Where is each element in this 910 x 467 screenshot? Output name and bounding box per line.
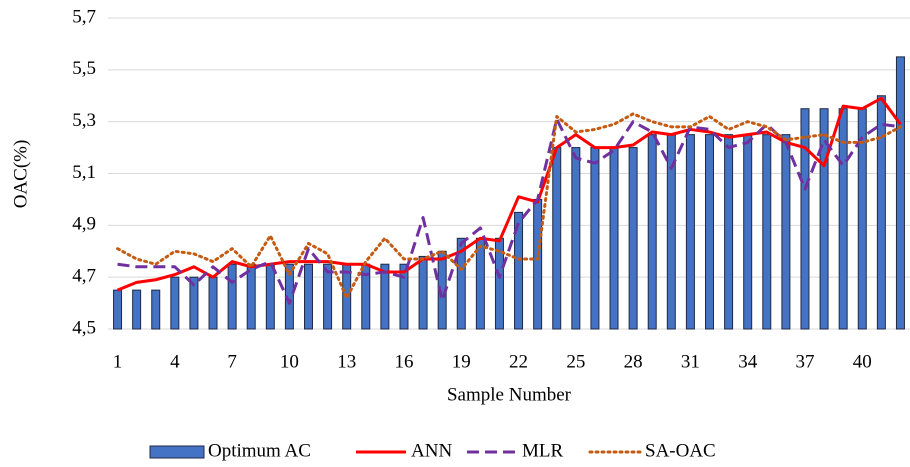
x-tick-label: 1 xyxy=(113,351,123,372)
x-tick-label: 13 xyxy=(337,351,356,372)
bar xyxy=(246,263,256,330)
x-tick-label: 34 xyxy=(738,351,758,372)
y-tick-label: 5,1 xyxy=(72,162,96,183)
y-tick-label: 4,5 xyxy=(72,317,96,338)
x-axis-title: Sample Number xyxy=(447,384,572,405)
x-tick-label: 28 xyxy=(624,351,643,372)
bar xyxy=(819,108,829,330)
y-tick-label: 5,5 xyxy=(72,58,96,79)
bar xyxy=(552,147,562,330)
bar xyxy=(132,289,142,330)
x-tick-label: 7 xyxy=(227,351,237,372)
bar xyxy=(208,276,218,330)
bar xyxy=(762,134,772,330)
bar xyxy=(227,263,237,330)
x-tick-label: 4 xyxy=(170,351,180,372)
y-tick-label: 4,7 xyxy=(72,266,96,287)
bar xyxy=(533,198,543,330)
bar xyxy=(590,147,600,330)
line-solid xyxy=(116,96,902,292)
x-tick-label: 19 xyxy=(452,351,471,372)
bar xyxy=(609,147,619,330)
bar xyxy=(170,276,180,330)
bar xyxy=(380,263,390,330)
bar xyxy=(418,255,428,330)
x-tick-label: 16 xyxy=(394,351,413,372)
x-tick-label: 25 xyxy=(566,351,585,372)
bar xyxy=(895,56,905,330)
bar xyxy=(628,147,638,330)
bar xyxy=(265,263,275,330)
bar xyxy=(456,237,466,330)
legend-label: Optimum AC xyxy=(208,440,311,461)
bar xyxy=(647,134,657,330)
x-tick-label: 10 xyxy=(280,351,299,372)
legend-label: SA-OAC xyxy=(645,440,716,461)
bar xyxy=(399,263,409,330)
y-axis-title: OAC(%) xyxy=(10,140,31,209)
bar xyxy=(724,134,734,330)
bar xyxy=(304,263,313,330)
bar xyxy=(743,134,753,330)
bar xyxy=(705,134,714,330)
bar xyxy=(189,276,199,330)
x-tick-label: 37 xyxy=(795,351,814,372)
bar xyxy=(685,134,695,330)
x-tick-label: 31 xyxy=(681,351,700,372)
bar xyxy=(113,289,123,330)
legend-label: ANN xyxy=(411,440,452,461)
bar xyxy=(151,289,161,330)
y-tick-label: 5,3 xyxy=(72,110,96,131)
y-tick-label: 5,7 xyxy=(72,6,96,27)
bar xyxy=(475,237,485,330)
bar xyxy=(781,134,791,330)
line-dashed xyxy=(117,117,901,305)
bar xyxy=(800,108,810,330)
bar xyxy=(571,147,581,330)
bar xyxy=(514,211,524,330)
bar xyxy=(876,95,886,330)
legend-label: MLR xyxy=(522,440,564,461)
line-dotted xyxy=(116,112,902,300)
x-tick-label: 40 xyxy=(853,351,872,372)
bar xyxy=(323,263,333,330)
y-tick-label: 4,9 xyxy=(72,214,96,235)
x-tick-label: 22 xyxy=(509,351,528,372)
legend-swatch xyxy=(149,445,205,459)
